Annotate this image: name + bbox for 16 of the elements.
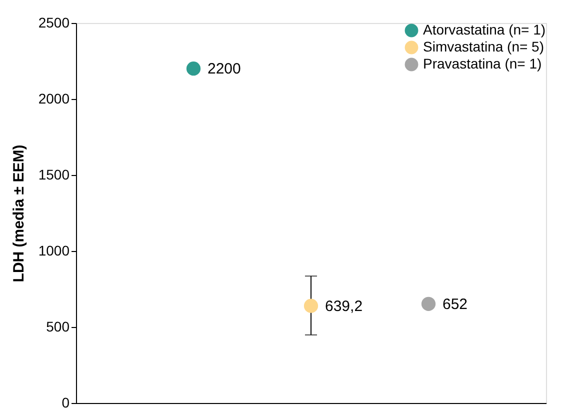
y-tick-label: 2500 [38, 14, 70, 30]
y-tick-label: 500 [46, 318, 70, 334]
data-label: 2200 [208, 60, 241, 78]
legend-label: Simvastatina (n= 5) [423, 38, 544, 54]
point [304, 298, 318, 313]
point [421, 296, 436, 311]
y-tick-label: 1500 [38, 166, 70, 182]
legend-label: Pravastatina (n= 1) [423, 56, 542, 72]
y-tick-label: 1000 [38, 242, 70, 258]
data-label: 652 [442, 296, 468, 313]
y-tick-label: 0 [62, 394, 70, 410]
y-tick-label: 2000 [38, 90, 70, 106]
data-label: 639,2 [325, 298, 363, 315]
point [186, 62, 201, 76]
legend-label: Atorvastatina (n= 1) [423, 22, 546, 38]
y-axis-title: LDH (media ± EEM) [10, 144, 28, 282]
